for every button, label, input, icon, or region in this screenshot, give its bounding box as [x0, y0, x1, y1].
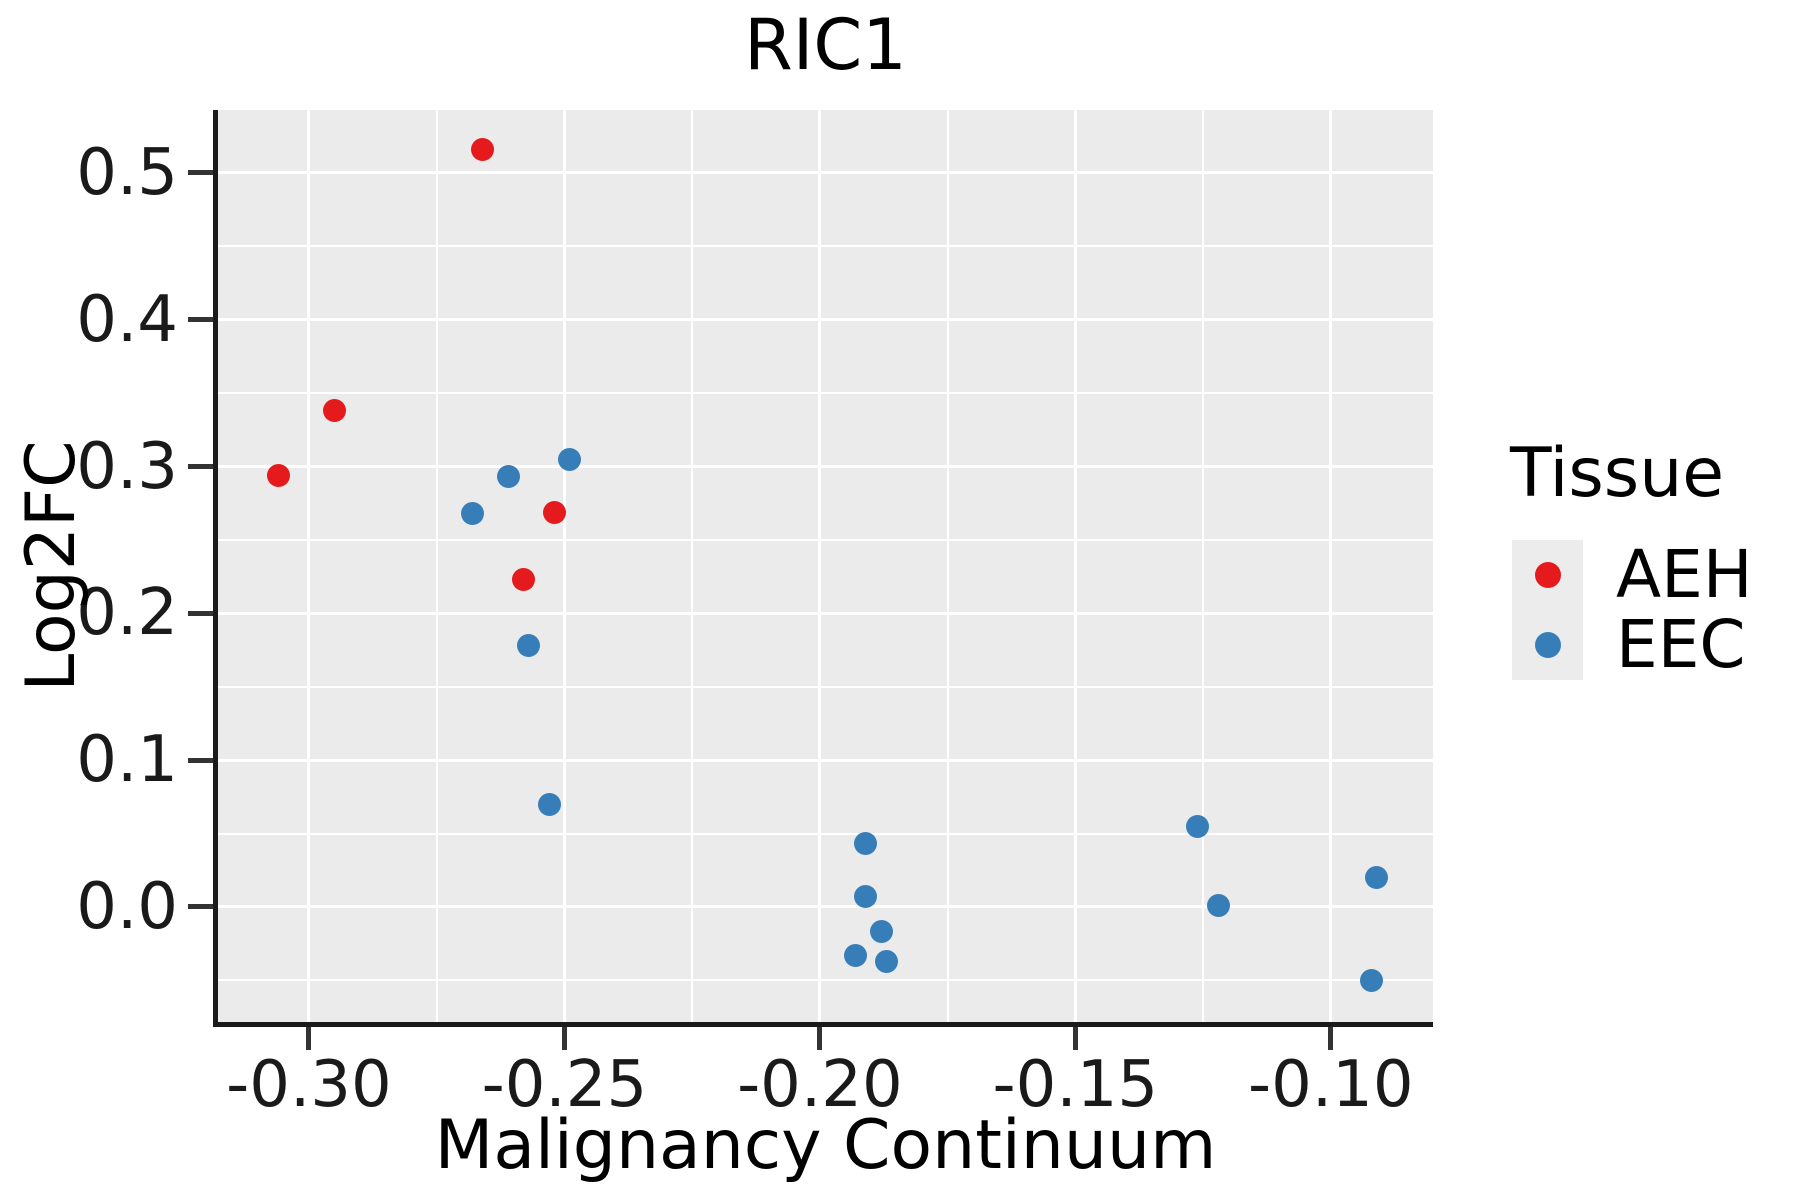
chart-title: RIC1 — [744, 4, 907, 86]
y-axis-title: Log2FC — [12, 440, 91, 692]
y-tick-label: 0.5 — [76, 135, 178, 210]
x-tick-label: -0.30 — [226, 1048, 392, 1122]
y-tick-mark — [188, 170, 213, 176]
legend-dot-aeh — [1534, 562, 1561, 588]
data-point-eec — [874, 949, 898, 973]
x-tick-label: -0.15 — [992, 1048, 1159, 1122]
minor-gridline-horizontal — [218, 832, 1433, 835]
minor-gridline-horizontal — [218, 245, 1433, 248]
x-tick-label: -0.10 — [1248, 1048, 1414, 1122]
minor-gridline-vertical — [435, 110, 438, 1022]
data-point-eec — [1360, 968, 1384, 992]
data-point-aeh — [322, 399, 346, 423]
minor-gridline-horizontal — [218, 685, 1433, 688]
data-point-eec — [517, 634, 541, 658]
x-tick-mark — [817, 1027, 823, 1050]
x-tick-label: -0.25 — [481, 1048, 648, 1122]
major-gridline-horizontal — [218, 758, 1433, 762]
minor-gridline-vertical — [946, 110, 949, 1022]
data-point-eec — [558, 447, 582, 471]
major-gridline-horizontal — [218, 905, 1433, 909]
data-point-eec — [854, 885, 878, 909]
data-point-eec — [1186, 814, 1210, 838]
data-point-aeh — [542, 500, 566, 524]
data-point-eec — [1206, 893, 1230, 917]
major-gridline-vertical — [1329, 110, 1333, 1022]
legend-label-eec: EEC — [1616, 606, 1746, 683]
y-tick-label: 0.3 — [76, 429, 178, 504]
data-point-aeh — [512, 568, 536, 592]
data-point-eec — [869, 920, 893, 944]
legend-dot-eec — [1534, 632, 1561, 658]
y-tick-mark — [188, 317, 213, 323]
x-tick-mark — [1072, 1027, 1078, 1050]
y-tick-mark — [188, 464, 213, 470]
major-gridline-vertical — [562, 110, 566, 1022]
data-point-eec — [496, 465, 520, 489]
data-point-eec — [537, 792, 561, 816]
major-gridline-vertical — [1073, 110, 1077, 1022]
data-point-eec — [844, 943, 868, 967]
minor-gridline-horizontal — [218, 538, 1433, 541]
x-tick-mark — [1328, 1027, 1334, 1050]
minor-gridline-horizontal — [218, 392, 1433, 395]
major-gridline-horizontal — [218, 171, 1433, 175]
major-gridline-horizontal — [218, 465, 1433, 469]
y-tick-mark — [188, 757, 213, 763]
major-gridline-horizontal — [218, 611, 1433, 615]
y-axis-spine — [213, 110, 218, 1027]
data-point-eec — [854, 832, 878, 856]
plot-panel — [218, 110, 1433, 1022]
x-tick-mark — [561, 1027, 567, 1050]
y-tick-label: 0.2 — [76, 576, 178, 651]
y-tick-mark — [188, 610, 213, 616]
legend-key-eec — [1512, 610, 1583, 680]
y-tick-mark — [188, 904, 213, 910]
major-gridline-vertical — [307, 110, 311, 1022]
y-tick-label: 0.0 — [76, 869, 178, 944]
legend-title: Tissue — [1510, 434, 1725, 513]
minor-gridline-horizontal — [218, 979, 1433, 982]
y-tick-label: 0.1 — [76, 723, 178, 798]
x-axis-title: Malignancy Continuum — [434, 1106, 1217, 1185]
major-gridline-vertical — [818, 110, 822, 1022]
data-point-eec — [1365, 866, 1389, 890]
y-tick-label: 0.4 — [76, 282, 178, 357]
x-axis-spine — [213, 1022, 1433, 1027]
major-gridline-horizontal — [218, 318, 1433, 322]
minor-gridline-vertical — [1202, 110, 1205, 1022]
data-point-eec — [460, 502, 484, 526]
x-tick-label: -0.20 — [737, 1048, 903, 1122]
legend-key-aeh — [1512, 540, 1583, 610]
minor-gridline-vertical — [691, 110, 694, 1022]
data-point-aeh — [266, 463, 290, 487]
x-tick-mark — [306, 1027, 312, 1050]
legend-label-aeh: AEH — [1616, 536, 1753, 613]
data-point-aeh — [471, 137, 495, 161]
